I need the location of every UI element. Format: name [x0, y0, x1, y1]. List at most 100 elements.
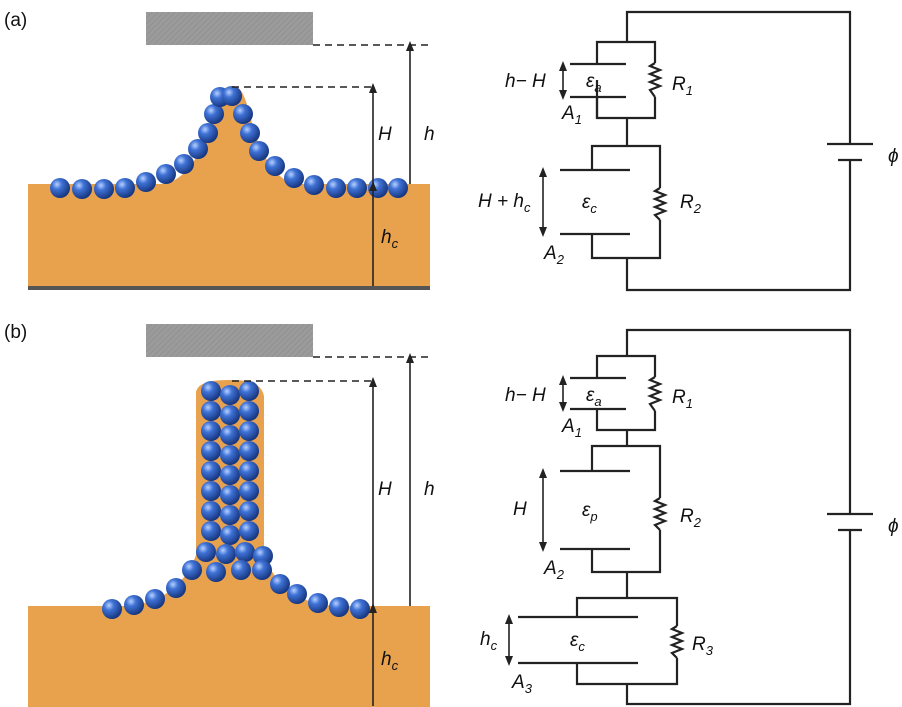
- particle-a: [188, 139, 208, 159]
- particle-b: [201, 441, 221, 461]
- panel-label-a: (a): [4, 10, 27, 31]
- resistor-R1-b: [647, 376, 663, 412]
- particle-b: [206, 562, 226, 582]
- particle-a: [204, 104, 224, 124]
- particle-a: [368, 178, 388, 198]
- particle-chain-a: [50, 86, 408, 199]
- resistor-R3-b: [669, 625, 685, 659]
- label-A1-a: A1: [561, 103, 582, 127]
- label-eps-a-a: εa: [586, 71, 602, 95]
- particle-a: [222, 86, 242, 106]
- particle-b: [329, 597, 349, 617]
- particle-b: [166, 578, 186, 598]
- particle-b: [287, 584, 307, 604]
- particle-a: [198, 123, 218, 143]
- wire-bottom-a: [625, 160, 852, 292]
- label-gap2-a: H + hc: [478, 191, 531, 215]
- circuit-a: ϕ h− H H + hc εa εc R1 R2 A1: [478, 10, 899, 292]
- label-R2-b: R2: [680, 506, 702, 530]
- block2-bottom-b: [590, 530, 662, 574]
- particle-a: [304, 175, 324, 195]
- label-eps-c-a: εc: [582, 192, 597, 216]
- particle-b: [239, 441, 259, 461]
- particle-b: [220, 525, 240, 545]
- label-h-a: h: [424, 124, 435, 145]
- panel-b: (b) h H hc ϕ: [4, 322, 899, 707]
- source-phi-b: ϕ: [888, 516, 899, 537]
- particle-a: [347, 178, 367, 198]
- particle-a: [136, 172, 156, 192]
- particle-b: [220, 445, 240, 465]
- wire-top-b: [625, 328, 852, 514]
- particle-b: [196, 542, 216, 562]
- particle-a: [233, 104, 253, 124]
- particle-b: [239, 481, 259, 501]
- particle-b: [201, 421, 221, 441]
- particle-a: [50, 178, 70, 198]
- resistor-R2-a: [652, 187, 668, 221]
- label-H-a: H: [378, 124, 392, 145]
- block2-top-b: [590, 444, 662, 498]
- label-R1-b: R1: [672, 387, 693, 411]
- particle-b: [239, 421, 259, 441]
- resistor-R1-a: [647, 62, 663, 98]
- label-eps-a-b: εa: [586, 385, 602, 409]
- top-electrode-b: [146, 324, 313, 357]
- particle-a: [156, 164, 176, 184]
- label-A1-b: A1: [561, 416, 582, 440]
- wire-bottom-b: [625, 530, 852, 706]
- label-h-b: h: [424, 479, 435, 500]
- particle-b: [201, 481, 221, 501]
- label-gap2-b: H: [513, 499, 527, 520]
- particle-b: [220, 405, 240, 425]
- particle-b: [220, 465, 240, 485]
- label-R1-a: R1: [672, 74, 693, 98]
- label-A2-a: A2: [543, 243, 565, 267]
- particle-b: [201, 521, 221, 541]
- label-hc-b: hc: [381, 649, 399, 673]
- particle-b: [220, 485, 240, 505]
- particle-a: [388, 178, 408, 198]
- label-A2-b: A2: [543, 558, 565, 582]
- particle-a: [94, 179, 114, 199]
- particle-b: [201, 461, 221, 481]
- particle-a: [284, 168, 304, 188]
- particle-a: [240, 123, 260, 143]
- panel-label-b: (b): [4, 322, 27, 343]
- particle-b: [102, 599, 122, 619]
- label-R3-b: R3: [692, 634, 714, 658]
- particle-b: [201, 401, 221, 421]
- block1-bottom-b: [595, 409, 657, 432]
- block3-top-b: [575, 596, 679, 626]
- sample-a: h H hc: [28, 12, 435, 290]
- particle-b: [239, 461, 259, 481]
- top-electrode-a: [146, 12, 313, 45]
- label-A3-b: A3: [511, 672, 533, 696]
- label-gap1-a: h− H: [505, 71, 546, 92]
- resistor-R2-b: [652, 497, 668, 531]
- wire-top-a: [625, 10, 852, 144]
- particle-b: [235, 542, 255, 562]
- particle-b: [220, 385, 240, 405]
- label-H-b: H: [378, 479, 392, 500]
- particle-b: [182, 560, 202, 580]
- particle-a: [326, 178, 346, 198]
- particle-b: [201, 381, 221, 401]
- particle-a: [249, 141, 269, 161]
- label-gap3-b: hc: [480, 629, 498, 653]
- liquid-layer-a: [28, 86, 430, 286]
- particle-a: [265, 156, 285, 176]
- label-gap1-b: h− H: [505, 385, 546, 406]
- particle-b: [220, 505, 240, 525]
- particle-b: [350, 599, 370, 619]
- block1-bottom-a: [595, 80, 657, 120]
- label-hc-a: hc: [381, 227, 399, 251]
- particle-b: [252, 560, 272, 580]
- particle-b: [124, 595, 144, 615]
- particle-a: [72, 179, 92, 199]
- particle-b: [145, 589, 165, 609]
- particle-column-b: [102, 381, 370, 619]
- label-R2-a: R2: [680, 192, 702, 216]
- particle-b: [231, 560, 251, 580]
